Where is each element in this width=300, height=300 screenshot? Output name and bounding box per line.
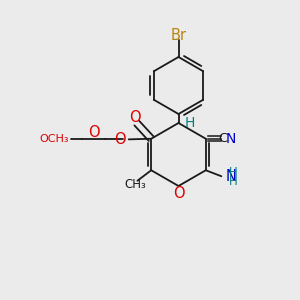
Text: OCH₃: OCH₃ [40, 134, 69, 144]
Text: C: C [219, 132, 228, 145]
Text: O: O [173, 186, 184, 201]
Text: H: H [229, 175, 238, 188]
Text: O: O [130, 110, 141, 124]
Text: CH₃: CH₃ [125, 178, 146, 190]
Text: Br: Br [170, 28, 187, 43]
Text: O: O [114, 132, 125, 147]
Text: H: H [185, 116, 196, 130]
Text: N: N [225, 132, 236, 146]
Text: H: H [229, 167, 238, 179]
Text: O: O [88, 125, 99, 140]
Text: N: N [225, 169, 236, 184]
